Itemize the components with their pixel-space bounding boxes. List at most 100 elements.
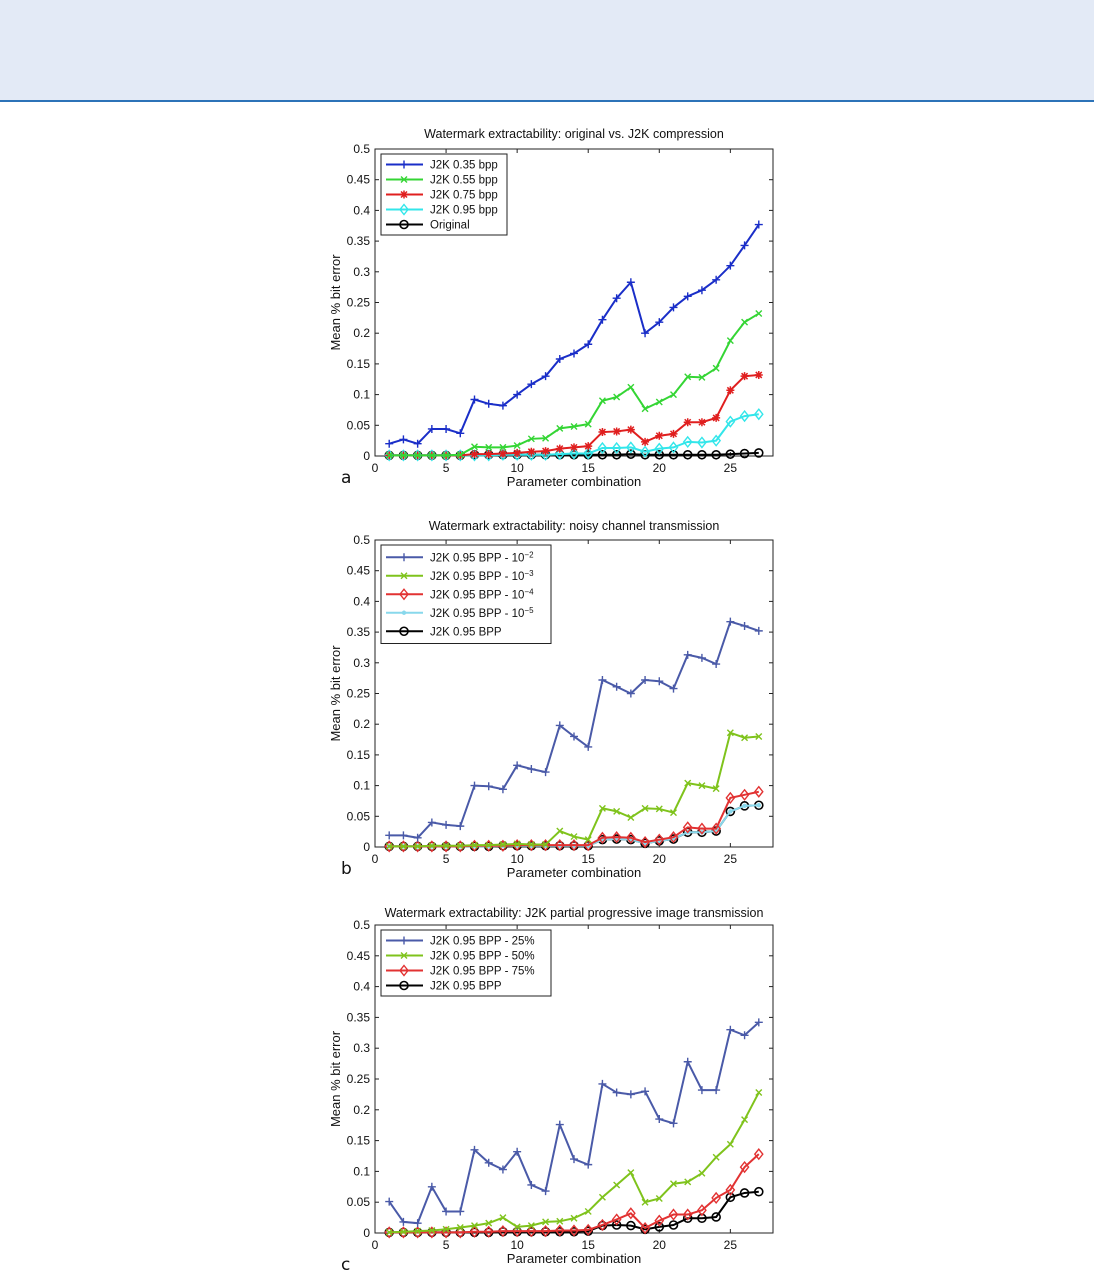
legend-label-c-1: J2K 0.95 BPP - 50% xyxy=(430,951,535,963)
point-c-2-6 xyxy=(469,1225,480,1238)
point-a-4-21 xyxy=(682,449,693,460)
legend-marker-b-2 xyxy=(399,588,409,601)
point-b-3-24 xyxy=(728,809,733,814)
point-a-3-18 xyxy=(640,445,650,458)
point-c-1-14 xyxy=(584,1207,592,1215)
legend-label-a-4: Original xyxy=(430,220,470,232)
y-tick-label-a-4: 0.2 xyxy=(353,326,370,340)
point-a-2-15 xyxy=(598,428,607,437)
point-a-0-26 xyxy=(754,220,763,229)
point-b-2-23 xyxy=(711,822,722,835)
point-c-1-24 xyxy=(726,1140,734,1148)
point-c-2-18 xyxy=(640,1221,650,1235)
point-a-0-17 xyxy=(626,278,635,287)
point-c-0-22 xyxy=(697,1086,706,1095)
point-b-2-2 xyxy=(412,840,423,853)
series-a-1 xyxy=(385,310,763,459)
point-a-1-22 xyxy=(698,373,706,381)
y-tick-label-b-10: 0.5 xyxy=(353,533,370,547)
point-c-1-11 xyxy=(542,1218,550,1226)
point-a-0-4 xyxy=(442,424,451,433)
point-b-1-7 xyxy=(485,841,493,849)
point-c-0-5 xyxy=(456,1207,465,1216)
y-tick-label-c-10: 0.5 xyxy=(353,918,370,932)
legend-exponent-b-3: −5 xyxy=(524,605,534,614)
series-b-1 xyxy=(385,729,763,850)
y-tick-label-b-3: 0.15 xyxy=(347,748,371,762)
point-b-1-18 xyxy=(641,804,649,812)
point-a-2-16 xyxy=(612,427,621,436)
x-axis-label-a: Parameter combination xyxy=(507,474,641,489)
point-b-1-21 xyxy=(684,779,692,787)
legend-exponent-b-0: −2 xyxy=(524,550,534,559)
point-a-2-18 xyxy=(641,437,650,446)
point-a-0-22 xyxy=(697,286,706,295)
point-b-2-4 xyxy=(441,840,451,853)
chart-c-svg: Watermark extractability: J2K partial pr… xyxy=(328,906,774,1266)
point-c-2-12 xyxy=(554,1224,565,1237)
point-c-2-15 xyxy=(597,1218,608,1232)
y-tick-label-a-0: 0 xyxy=(363,449,370,463)
point-c-1-8 xyxy=(499,1214,507,1222)
point-b-0-22 xyxy=(697,653,706,662)
point-b-0-1 xyxy=(399,831,408,840)
point-a-0-18 xyxy=(641,329,650,338)
x-axis-label-c: Parameter combination xyxy=(507,1251,641,1266)
point-a-0-20 xyxy=(669,303,678,312)
point-a-1-26 xyxy=(755,310,763,318)
point-b-3-26 xyxy=(756,803,761,808)
point-b-0-12 xyxy=(555,721,564,730)
point-c-1-26 xyxy=(755,1089,763,1097)
point-b-1-9 xyxy=(513,840,521,848)
legend-marker-c-3 xyxy=(399,980,409,991)
y-tick-label-c-3: 0.15 xyxy=(347,1134,371,1148)
point-b-2-15 xyxy=(597,831,608,844)
point-b-1-15 xyxy=(598,804,606,812)
x-tick-label-c-4: 20 xyxy=(653,1238,667,1252)
legend-label-c-0: J2K 0.95 BPP - 25% xyxy=(430,936,535,948)
point-c-2-16 xyxy=(611,1213,622,1226)
point-b-1-1 xyxy=(399,842,407,850)
point-a-0-8 xyxy=(498,401,507,410)
point-a-0-19 xyxy=(655,318,664,327)
chart-title-a: Watermark extractability: original vs. J… xyxy=(424,127,724,141)
y-tick-label-b-6: 0.3 xyxy=(353,656,370,670)
point-c-0-15 xyxy=(598,1079,607,1088)
point-b-2-26 xyxy=(753,785,764,798)
legend-exponent-b-1: −3 xyxy=(524,568,534,577)
x-tick-label-a-0: 0 xyxy=(372,461,379,475)
point-a-1-6 xyxy=(471,443,478,451)
x-tick-label-a-4: 20 xyxy=(653,461,667,475)
point-c-3-24 xyxy=(725,1192,736,1203)
point-c-3-17 xyxy=(626,1220,636,1231)
point-a-2-14 xyxy=(584,442,593,451)
point-c-3-23 xyxy=(711,1212,721,1222)
point-a-1-11 xyxy=(542,434,550,442)
point-c-2-25 xyxy=(739,1160,750,1174)
point-b-2-21 xyxy=(682,821,693,834)
y-tick-label-a-1: 0.05 xyxy=(347,418,371,432)
point-a-2-7 xyxy=(484,450,493,459)
point-b-2-0 xyxy=(384,840,395,853)
point-a-2-10 xyxy=(527,447,536,456)
point-c-0-18 xyxy=(641,1087,650,1096)
y-tick-label-c-4: 0.2 xyxy=(353,1103,370,1117)
point-c-0-21 xyxy=(683,1057,692,1066)
point-a-3-22 xyxy=(697,436,707,449)
point-c-3-26 xyxy=(753,1186,764,1197)
chart-title-b: Watermark extractability: noisy channel … xyxy=(429,519,720,533)
x-tick-label-b-0: 0 xyxy=(372,852,379,866)
point-b-1-14 xyxy=(584,836,592,844)
point-b-2-16 xyxy=(611,831,622,844)
point-c-1-16 xyxy=(613,1181,621,1189)
point-a-2-21 xyxy=(683,418,692,427)
point-c-0-12 xyxy=(555,1120,564,1129)
series-a-0 xyxy=(385,220,763,448)
point-a-1-25 xyxy=(741,318,749,326)
y-tick-label-a-6: 0.3 xyxy=(353,265,370,279)
chart-a-svg: Watermark extractability: original vs. J… xyxy=(328,127,774,489)
legend-label-b-1: J2K 0.95 BPP - 10−3 xyxy=(430,568,534,583)
point-c-0-23 xyxy=(712,1086,721,1095)
point-c-1-15 xyxy=(598,1193,606,1201)
point-a-1-0 xyxy=(385,451,393,459)
